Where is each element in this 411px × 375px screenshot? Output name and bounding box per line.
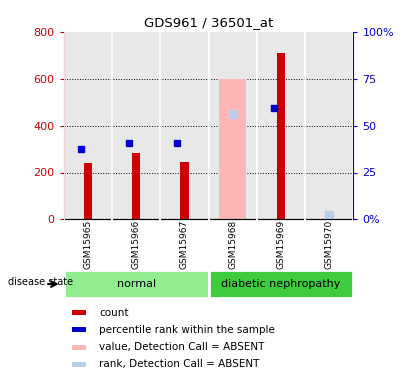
Text: diabetic nephropathy: diabetic nephropathy — [222, 279, 341, 289]
Bar — [180, 162, 189, 219]
Bar — [209, 270, 353, 298]
Bar — [72, 310, 86, 315]
Bar — [72, 327, 86, 332]
Text: percentile rank within the sample: percentile rank within the sample — [99, 325, 275, 335]
Bar — [72, 362, 86, 367]
Text: GSM15966: GSM15966 — [132, 220, 141, 269]
Text: GSM15970: GSM15970 — [325, 220, 334, 269]
Bar — [219, 79, 246, 219]
Bar — [277, 53, 285, 219]
Text: GSM15965: GSM15965 — [83, 220, 92, 269]
Bar — [132, 153, 141, 219]
Text: rank, Detection Call = ABSENT: rank, Detection Call = ABSENT — [99, 359, 259, 369]
Text: count: count — [99, 308, 128, 318]
Bar — [64, 270, 208, 298]
Bar — [72, 345, 86, 350]
Text: disease state: disease state — [8, 277, 73, 287]
Text: value, Detection Call = ABSENT: value, Detection Call = ABSENT — [99, 342, 264, 352]
Text: GSM15967: GSM15967 — [180, 220, 189, 269]
Text: normal: normal — [117, 279, 156, 289]
Text: GSM15969: GSM15969 — [277, 220, 286, 269]
Title: GDS961 / 36501_at: GDS961 / 36501_at — [144, 16, 273, 29]
Bar — [83, 163, 92, 219]
Text: GSM15968: GSM15968 — [228, 220, 237, 269]
